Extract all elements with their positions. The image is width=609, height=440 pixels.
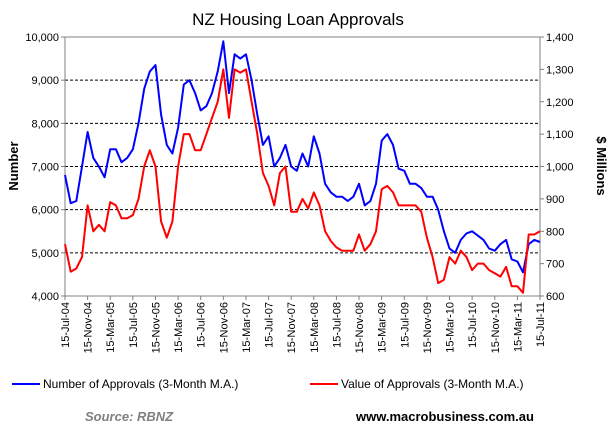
right-tick-label: 1,100 bbox=[546, 129, 574, 141]
x-axis: 15-Jul-04 15-Nov-04 15-Mar-05 15-Jul-05 15-N… bbox=[60, 296, 547, 353]
x-tick-label: 15-Jul-07 bbox=[264, 302, 276, 348]
left-y-axis: 4,000 5,000 6,000 7,000 8,000 9,000 10,000 bbox=[25, 32, 65, 303]
left-tick-label: 9,000 bbox=[31, 75, 59, 87]
right-tick-label: 1,000 bbox=[546, 162, 574, 174]
right-axis-label: $ Millions bbox=[594, 136, 609, 195]
x-tick-label: 15-Nov-04 bbox=[83, 302, 95, 353]
legend: Number of Approvals (3-Month M.A.) Value… bbox=[12, 377, 524, 391]
left-tick-label: 8,000 bbox=[31, 118, 59, 130]
x-tick-label: 15-Jul-09 bbox=[399, 302, 411, 348]
legend-label-number: Number of Approvals (3-Month M.A.) bbox=[43, 377, 238, 391]
x-tick-label: 15-Jul-05 bbox=[128, 302, 140, 348]
right-tick-label: 1,200 bbox=[546, 97, 574, 109]
right-tick-label: 800 bbox=[546, 226, 564, 238]
left-tick-label: 4,000 bbox=[31, 291, 59, 303]
x-tick-label: 15-Mar-07 bbox=[241, 302, 253, 353]
x-tick-label: 15-Mar-09 bbox=[377, 302, 389, 353]
right-tick-label: 1,400 bbox=[546, 32, 574, 44]
chart-title: NZ Housing Loan Approvals bbox=[192, 10, 404, 29]
x-tick-label: 15-Nov-05 bbox=[150, 302, 162, 353]
x-tick-label: 15-Mar-10 bbox=[445, 302, 457, 353]
value-of-approvals-line bbox=[64, 68, 541, 294]
x-tick-label: 15-Jul-06 bbox=[196, 302, 208, 348]
x-tick-label: 15-Jul-08 bbox=[331, 302, 343, 348]
source-note: Source: RBNZ bbox=[85, 409, 174, 424]
legend-label-value: Value of Approvals (3-Month M.A.) bbox=[341, 377, 524, 391]
x-tick-label: 15-Nov-09 bbox=[422, 302, 434, 353]
x-tick-label: 15-Jul-04 bbox=[60, 302, 72, 348]
x-tick-label: 15-Nov-08 bbox=[354, 302, 366, 353]
website-label: www.macrobusiness.com.au bbox=[355, 409, 534, 424]
x-tick-label: 15-Mar-05 bbox=[105, 302, 117, 353]
x-tick-label: 15-Mar-11 bbox=[512, 302, 524, 352]
x-tick-label: 15-Mar-06 bbox=[173, 302, 185, 353]
right-tick-label: 700 bbox=[546, 259, 564, 271]
left-axis-label: Number bbox=[6, 141, 21, 190]
number-of-approvals-line bbox=[64, 40, 541, 274]
right-tick-label: 900 bbox=[546, 194, 564, 206]
left-tick-label: 10,000 bbox=[25, 32, 59, 44]
x-tick-label: 15-Nov-06 bbox=[218, 302, 230, 353]
series-lines bbox=[64, 40, 541, 294]
x-tick-label: 15-Jul-10 bbox=[467, 302, 479, 348]
x-tick-label: 15-Mar-08 bbox=[309, 302, 321, 353]
grid bbox=[65, 79, 540, 254]
left-tick-label: 5,000 bbox=[31, 248, 59, 260]
left-tick-label: 7,000 bbox=[31, 162, 59, 174]
right-tick-label: 600 bbox=[546, 291, 564, 303]
x-tick-label: 15-Nov-10 bbox=[490, 302, 502, 353]
right-tick-label: 1,300 bbox=[546, 64, 574, 76]
right-y-axis: 600 700 800 900 1,000 1,100 1,200 1,300 1,400 bbox=[540, 32, 574, 303]
x-tick-label: 15-Nov-07 bbox=[286, 302, 298, 353]
left-tick-label: 6,000 bbox=[31, 205, 59, 217]
x-tick-label: 15-Jul-11 bbox=[535, 302, 547, 347]
